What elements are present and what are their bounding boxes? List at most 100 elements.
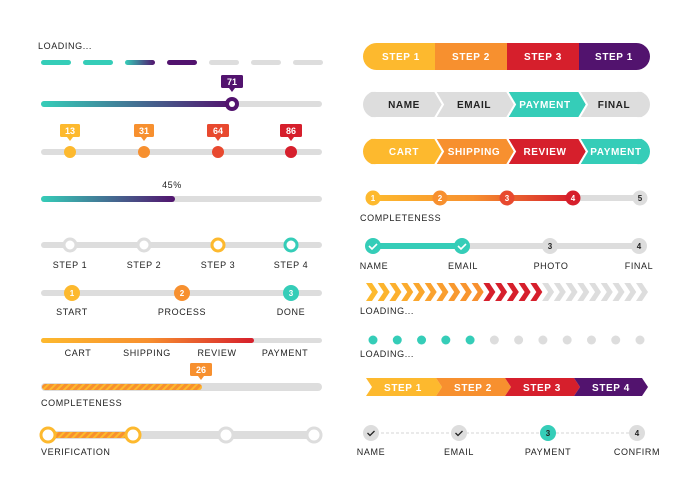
dashed-node[interactable] (540, 425, 556, 441)
form-step[interactable] (433, 91, 517, 118)
completeness-node[interactable] (365, 190, 381, 206)
arrow-step[interactable] (436, 378, 511, 396)
cart-step[interactable] (433, 138, 517, 165)
step-label: NAME (360, 261, 388, 271)
step-node[interactable] (210, 237, 226, 253)
completeness-node[interactable] (499, 190, 515, 206)
node-number: 4 (635, 429, 640, 438)
percent-bar: 45% (41, 180, 322, 202)
step-label: STEP 2 (127, 260, 161, 270)
completeness-tooltip (190, 363, 212, 376)
verification-node[interactable] (39, 426, 57, 444)
step-label: START (56, 307, 88, 317)
marker-dot[interactable] (64, 146, 76, 158)
marker-track-bar (41, 149, 322, 155)
chevron-mark (495, 283, 508, 301)
loader-dot (562, 335, 572, 345)
step-label: NAME (357, 447, 385, 457)
arrow-step[interactable] (505, 378, 580, 396)
form-step-label: EMAIL (457, 100, 491, 111)
check-icon (455, 430, 463, 437)
numbered-node[interactable] (283, 285, 299, 301)
completeness-node[interactable] (632, 190, 648, 206)
check-icon (368, 243, 378, 251)
cart-step-label: CART (389, 147, 419, 158)
arrow-step[interactable] (574, 378, 648, 396)
check-node[interactable] (631, 238, 647, 254)
loader-dot (586, 335, 596, 345)
node-number: 1 (70, 289, 75, 298)
loader-dot (441, 335, 451, 345)
numbered-node[interactable] (64, 285, 80, 301)
form-step[interactable] (505, 91, 589, 118)
value-slider[interactable]: 71 (41, 75, 322, 111)
loader-dot (538, 335, 548, 345)
step-label: CONFIRM (614, 447, 660, 457)
pill-step[interactable] (579, 43, 651, 70)
check-icon (367, 430, 375, 437)
pill-step[interactable] (507, 43, 579, 70)
chevron-mark (389, 283, 402, 301)
pill-step-label: STEP 2 (452, 52, 490, 63)
dashed-node[interactable] (629, 425, 645, 441)
verification-node[interactable] (305, 426, 323, 444)
percent-label: 45% (162, 180, 182, 190)
arrow-step-label: STEP 3 (523, 383, 561, 394)
verification-node[interactable] (217, 426, 235, 444)
form-step-label: NAME (388, 100, 420, 111)
marker-dot[interactable] (138, 146, 150, 158)
marker[interactable]: 13 (60, 124, 80, 158)
step-label: EMAIL (444, 447, 474, 457)
node-number: 3 (505, 194, 510, 203)
chevron-mark (506, 283, 519, 301)
verification-label: VERIFICATION (41, 447, 111, 457)
check-node[interactable] (365, 238, 381, 254)
dashed-steps: 3 4 NAME EMAIL PAYMENT CONFIRM (357, 425, 660, 457)
chevron-mark (448, 283, 461, 301)
arrow-step-label: STEP 1 (384, 383, 422, 394)
marker[interactable]: 86 (280, 124, 302, 158)
dash-segment (251, 60, 281, 65)
step-label: PAYMENT (525, 447, 571, 457)
completeness-node[interactable] (432, 190, 448, 206)
loader-dot (465, 335, 475, 345)
chevron-mark (612, 283, 625, 301)
marker-dot[interactable] (285, 146, 297, 158)
loader-dot (489, 335, 499, 345)
arrow-step[interactable] (366, 378, 442, 396)
slider-value: 71 (227, 77, 237, 87)
check-node[interactable] (542, 238, 558, 254)
completeness-node[interactable] (565, 190, 581, 206)
dot-loader (368, 335, 645, 345)
step-node[interactable] (136, 237, 152, 253)
marker-track: 13 31 64 86 (41, 124, 322, 158)
dashed-node[interactable] (363, 425, 379, 441)
dashed-node[interactable] (451, 425, 467, 441)
chevron-mark (401, 283, 414, 301)
node-number: 2 (180, 289, 185, 298)
chevron-mark (636, 283, 648, 301)
completeness-fill (42, 384, 202, 390)
verification-node[interactable] (124, 426, 142, 444)
check-node[interactable] (454, 238, 470, 254)
step-track (41, 242, 322, 248)
loader-dot (368, 335, 378, 345)
cart-step[interactable] (577, 138, 660, 165)
marker[interactable]: 31 (134, 124, 154, 158)
marker-dot[interactable] (212, 146, 224, 158)
step-node[interactable] (283, 237, 299, 253)
cart-step[interactable] (505, 138, 589, 165)
dash-segment (125, 60, 155, 65)
marker[interactable]: 64 (207, 124, 229, 158)
form-step[interactable] (577, 91, 660, 118)
pill-step-label: STEP 3 (524, 52, 562, 63)
step-label: PHOTO (534, 261, 569, 271)
node-number: 1 (371, 194, 376, 203)
step-node[interactable] (62, 237, 78, 253)
numbered-node[interactable] (174, 285, 190, 301)
cart-step-label: REVIEW (523, 147, 566, 158)
pill-step[interactable] (435, 43, 507, 70)
chevron-mark (577, 283, 590, 301)
pill-step[interactable] (363, 43, 435, 70)
chevron-mark (530, 283, 543, 301)
